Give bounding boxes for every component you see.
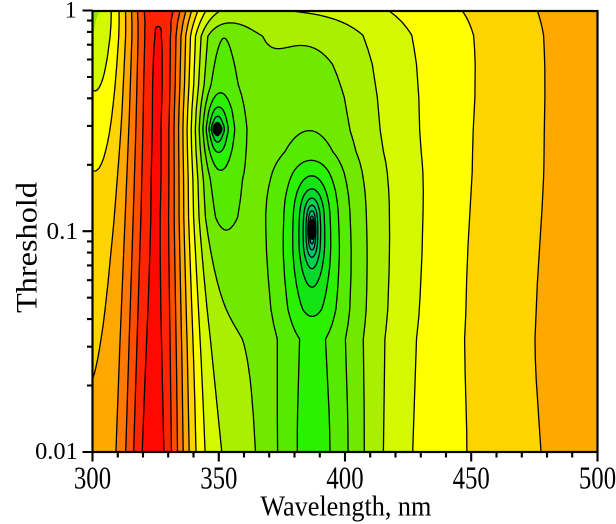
svg-text:1: 1 [65,0,77,24]
svg-text:0.01: 0.01 [35,438,78,465]
svg-text:300: 300 [74,462,111,497]
svg-text:400: 400 [326,462,363,497]
svg-text:500: 500 [579,462,616,497]
svg-text:Threshold: Threshold [10,181,43,313]
svg-text:Wavelength, nm: Wavelength, nm [260,489,431,521]
svg-text:0.1: 0.1 [47,219,78,245]
svg-text:350: 350 [200,462,237,497]
svg-text:450: 450 [453,462,490,497]
